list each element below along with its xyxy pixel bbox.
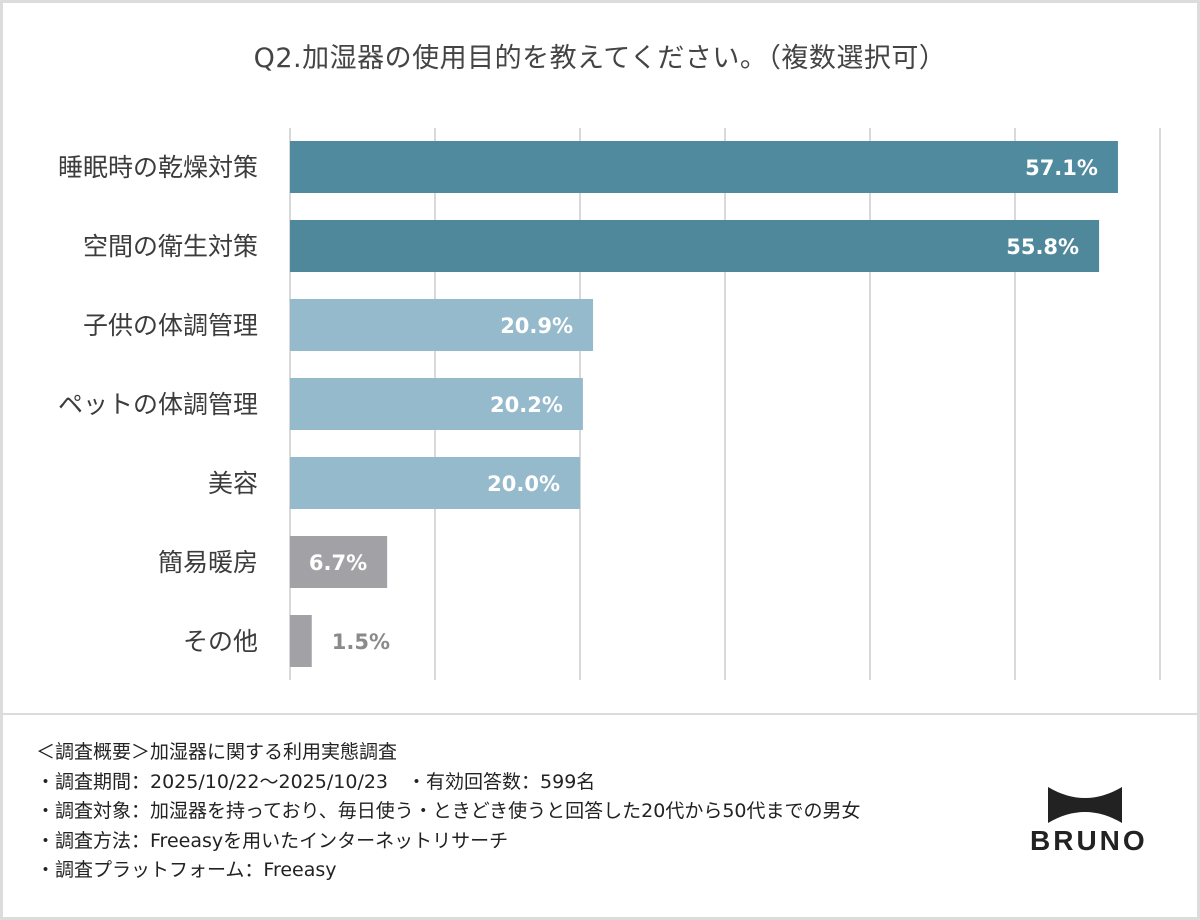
bar (290, 457, 580, 509)
bar (290, 536, 388, 588)
data-label: 20.9% (500, 314, 573, 338)
data-label: 20.2% (490, 393, 563, 417)
bar (290, 220, 1100, 272)
data-label: 1.5% (332, 630, 390, 654)
data-label: 57.1% (1025, 156, 1098, 180)
survey-platform: ・調査プラットフォーム：Freeasy (36, 859, 337, 881)
bar (290, 141, 1118, 193)
footer-divider (3, 713, 1197, 715)
chart-title: Q2.加湿器の使用目的を教えてください。（複数選択可） (253, 43, 947, 74)
data-label: 55.8% (1006, 235, 1079, 259)
category-label: 簡易暖房 (158, 548, 258, 577)
logo-wordmark: BRUNO (1030, 825, 1148, 856)
category-label: ペットの体調管理 (58, 390, 258, 419)
survey-title: ＜調査概要＞加湿器に関する利用実態調査 (36, 741, 398, 763)
survey-method: ・調査方法：Freeasyを用いたインターネットリサーチ (36, 829, 509, 852)
survey-target: ・調査対象：加湿器を持っており、毎日使う・ときどき使うと回答した20代から50代… (36, 800, 861, 822)
survey-summary: ＜調査概要＞加湿器に関する利用実態調査 ・調査期間：2025/10/22～202… (36, 738, 861, 886)
bar-chart: 睡眠時の乾燥対策 57.1% 空間の衛生対策 55.8% 子供の体調管理 20.9% ペット… (58, 128, 1161, 680)
category-label: 空間の衛生対策 (83, 232, 258, 261)
data-label: 6.7% (309, 551, 367, 575)
bar (290, 378, 583, 430)
category-label: その他 (183, 627, 258, 656)
category-label: 睡眠時の乾燥対策 (58, 153, 258, 182)
bar (290, 299, 594, 351)
data-label: 20.0% (487, 472, 560, 496)
category-label: 子供の体調管理 (83, 311, 258, 340)
bruno-logo-mark-icon (1048, 787, 1122, 823)
bar (290, 615, 312, 667)
bruno-logo: BRUNO (1030, 785, 1148, 857)
category-label: 美容 (208, 469, 258, 498)
survey-period: ・調査期間：2025/10/22～2025/10/23 ・有効回答数：599名 (36, 770, 596, 793)
